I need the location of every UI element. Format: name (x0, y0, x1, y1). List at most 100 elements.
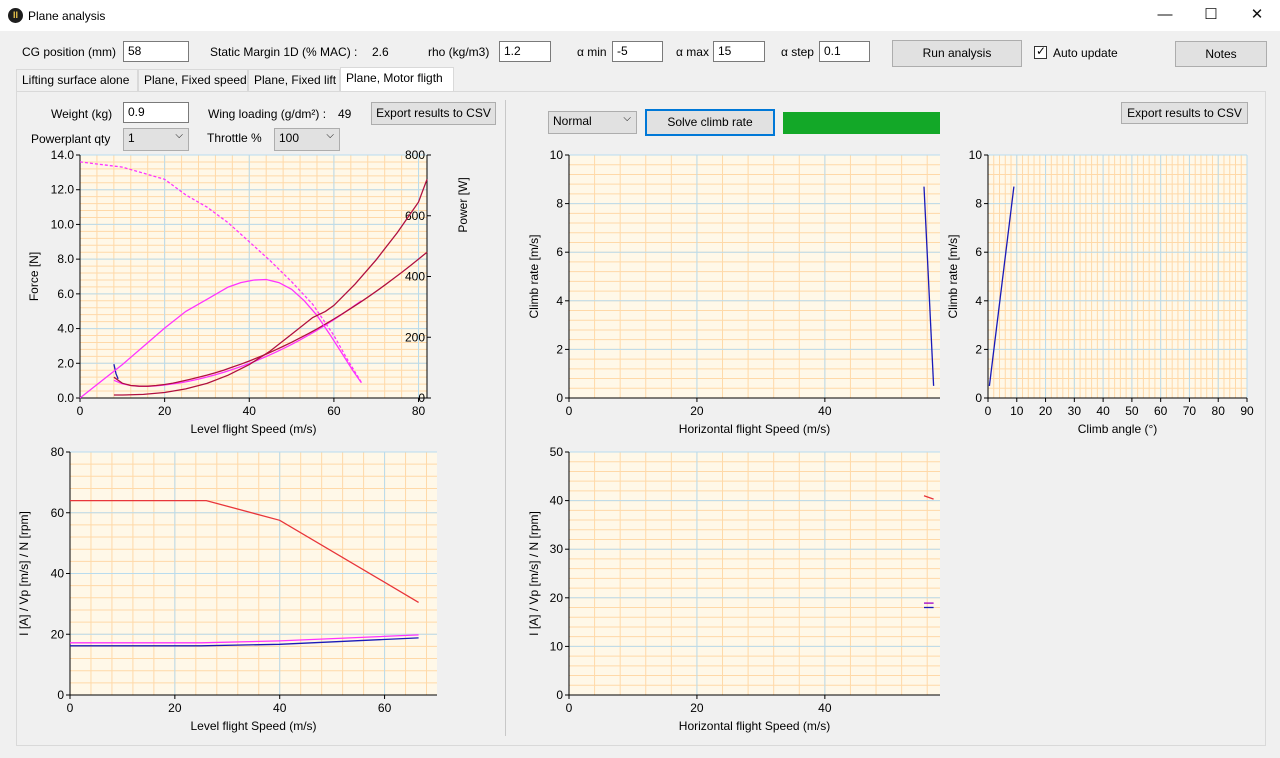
y-tick-label: 8 (556, 197, 563, 211)
y-tick-label: 0 (556, 688, 563, 702)
y-tick-label: 40 (51, 567, 65, 581)
y-axis-title: Climb rate [m/s] (946, 234, 960, 318)
export-csv-right-button[interactable]: Export results to CSV (1121, 102, 1248, 124)
x-axis-title: Climb angle (°) (1078, 422, 1158, 436)
maximize-button[interactable]: ☐ (1204, 6, 1218, 23)
y-axis-title: I [A] / Vp [m/s] / N [rpm] (17, 511, 31, 636)
series-line (70, 637, 419, 647)
alpha-max-input[interactable]: 15 (713, 41, 765, 62)
run-analysis-button[interactable]: Run analysis (892, 40, 1022, 67)
y-tick-label: 20 (51, 627, 65, 641)
series-line (923, 495, 934, 500)
y2-axis-title: Power [W] (456, 177, 470, 232)
x-tick-label: 20 (690, 404, 704, 418)
y-tick-label: 2.0 (57, 356, 74, 370)
y-tick-label: 6 (975, 245, 982, 259)
x-tick-label: 50 (1125, 404, 1139, 418)
y-tick-label: 10 (550, 148, 564, 162)
title-bar (0, 0, 1280, 31)
y-tick-label: 4.0 (57, 322, 74, 336)
cg-position-input[interactable]: 58 (123, 41, 189, 62)
throttle-select[interactable]: 100 ⌵ (274, 128, 340, 151)
series-line (113, 251, 428, 387)
y-tick-label: 10.0 (51, 217, 75, 231)
export-csv-left-button[interactable]: Export results to CSV (371, 102, 496, 125)
solve-climb-rate-button[interactable]: Solve climb rate (645, 109, 775, 136)
chevron-down-icon: ⌵ (175, 130, 183, 141)
x-tick-label: 20 (168, 701, 182, 715)
tab-lifting-surface-alone[interactable]: Lifting surface alone (16, 69, 138, 91)
y-tick-label: 0 (556, 391, 563, 405)
x-tick-label: 0 (566, 404, 573, 418)
y-tick-label: 10 (550, 639, 564, 653)
powerplant-qty-select[interactable]: 1 ⌵ (123, 128, 189, 151)
throttle-label: Throttle % (207, 131, 262, 145)
series-line (923, 186, 935, 386)
x-tick-label: 40 (273, 701, 287, 715)
y2-tick-label: 400 (405, 270, 425, 284)
throttle-value: 100 (279, 131, 300, 145)
x-tick-label: 20 (690, 701, 704, 715)
wing-loading-label: Wing loading (g/dm²) : (208, 107, 327, 121)
x-tick-label: 20 (1039, 404, 1053, 418)
force-power-chart: 0 20 40 60 80 0.0 2.0 4.0 6.0 8.0 10.0 12.0 14.0 0 200… (27, 148, 470, 436)
static-margin-value: 2.6 (372, 45, 389, 59)
mode-select[interactable]: Normal ⌵ (548, 111, 637, 134)
x-tick-label: 70 (1183, 404, 1197, 418)
y-axis-title: Climb rate [m/s] (527, 234, 541, 318)
y-tick-label: 50 (550, 445, 564, 459)
y-tick-label: 0.0 (57, 391, 74, 405)
y-tick-label: 0 (975, 391, 982, 405)
powerplant-qty-value: 1 (128, 131, 135, 145)
x-tick-label: 40 (818, 701, 832, 715)
plot-area (569, 155, 940, 398)
x-tick-label: 40 (243, 404, 257, 418)
current-rpm-chart: 0 20 40 60 0 20 40 60 80 Level flight Speed (m/s)… (17, 445, 437, 733)
alpha-step-input[interactable]: 0.1 (819, 41, 870, 62)
tab-plane-fixed-speed[interactable]: Plane, Fixed speed (138, 69, 248, 91)
plot-area (988, 155, 1247, 398)
y-tick-label: 8 (975, 197, 982, 211)
window-title: Plane analysis (28, 9, 106, 23)
mode-value: Normal (553, 114, 592, 128)
minimize-button[interactable]: — (1157, 6, 1173, 23)
x-tick-label: 40 (818, 404, 832, 418)
y-tick-label: 4 (975, 294, 982, 308)
current-vs-horizontal-chart: 0 20 40 0 10 20 30 40 50 Horizontal flight Speed … (527, 445, 940, 733)
y-tick-label: 0 (57, 688, 64, 702)
y-tick-label: 30 (550, 542, 564, 556)
x-axis-title: Level flight Speed (m/s) (190, 422, 316, 436)
x-tick-label: 60 (378, 701, 392, 715)
tab-plane-fixed-lift[interactable]: Plane, Fixed lift (248, 69, 340, 91)
weight-label: Weight (kg) (51, 107, 113, 121)
x-tick-label: 0 (566, 701, 573, 715)
y-tick-label: 10 (969, 148, 983, 162)
series-line (79, 278, 362, 399)
y-tick-label: 80 (51, 445, 65, 459)
close-button[interactable]: ✕ (1250, 6, 1264, 23)
rho-input[interactable]: 1.2 (499, 41, 551, 62)
climb-vs-speed-chart: 0 20 40 0 2 4 6 8 10 Horizontal flight Speed (m/s… (527, 148, 940, 436)
x-tick-label: 20 (158, 404, 172, 418)
weight-input[interactable]: 0.9 (123, 102, 189, 123)
series-line (113, 364, 119, 380)
x-axis-title: Level flight Speed (m/s) (190, 719, 316, 733)
x-tick-label: 10 (1010, 404, 1024, 418)
x-tick-label: 0 (985, 404, 992, 418)
static-margin-label: Static Margin 1D (% MAC) : (210, 45, 358, 59)
y-tick-label: 6.0 (57, 287, 74, 301)
series-line (113, 179, 428, 396)
tab-plane-motor-flight[interactable]: Plane, Motor fligth (340, 67, 454, 92)
cg-position-label: CG position (mm) (22, 45, 117, 59)
series-line (70, 499, 419, 603)
x-tick-label: 90 (1240, 404, 1254, 418)
y-tick-label: 60 (51, 506, 65, 520)
status-progress-bar (783, 112, 940, 134)
notes-button[interactable]: Notes (1175, 41, 1267, 67)
alpha-min-input[interactable]: -5 (612, 41, 663, 62)
alpha-step-label: α step (781, 45, 814, 59)
y-tick-label: 4 (556, 294, 563, 308)
auto-update-checkbox[interactable]: ✓ (1034, 44, 1047, 59)
series-line (988, 186, 1015, 386)
y-tick-label: 12.0 (51, 183, 75, 197)
